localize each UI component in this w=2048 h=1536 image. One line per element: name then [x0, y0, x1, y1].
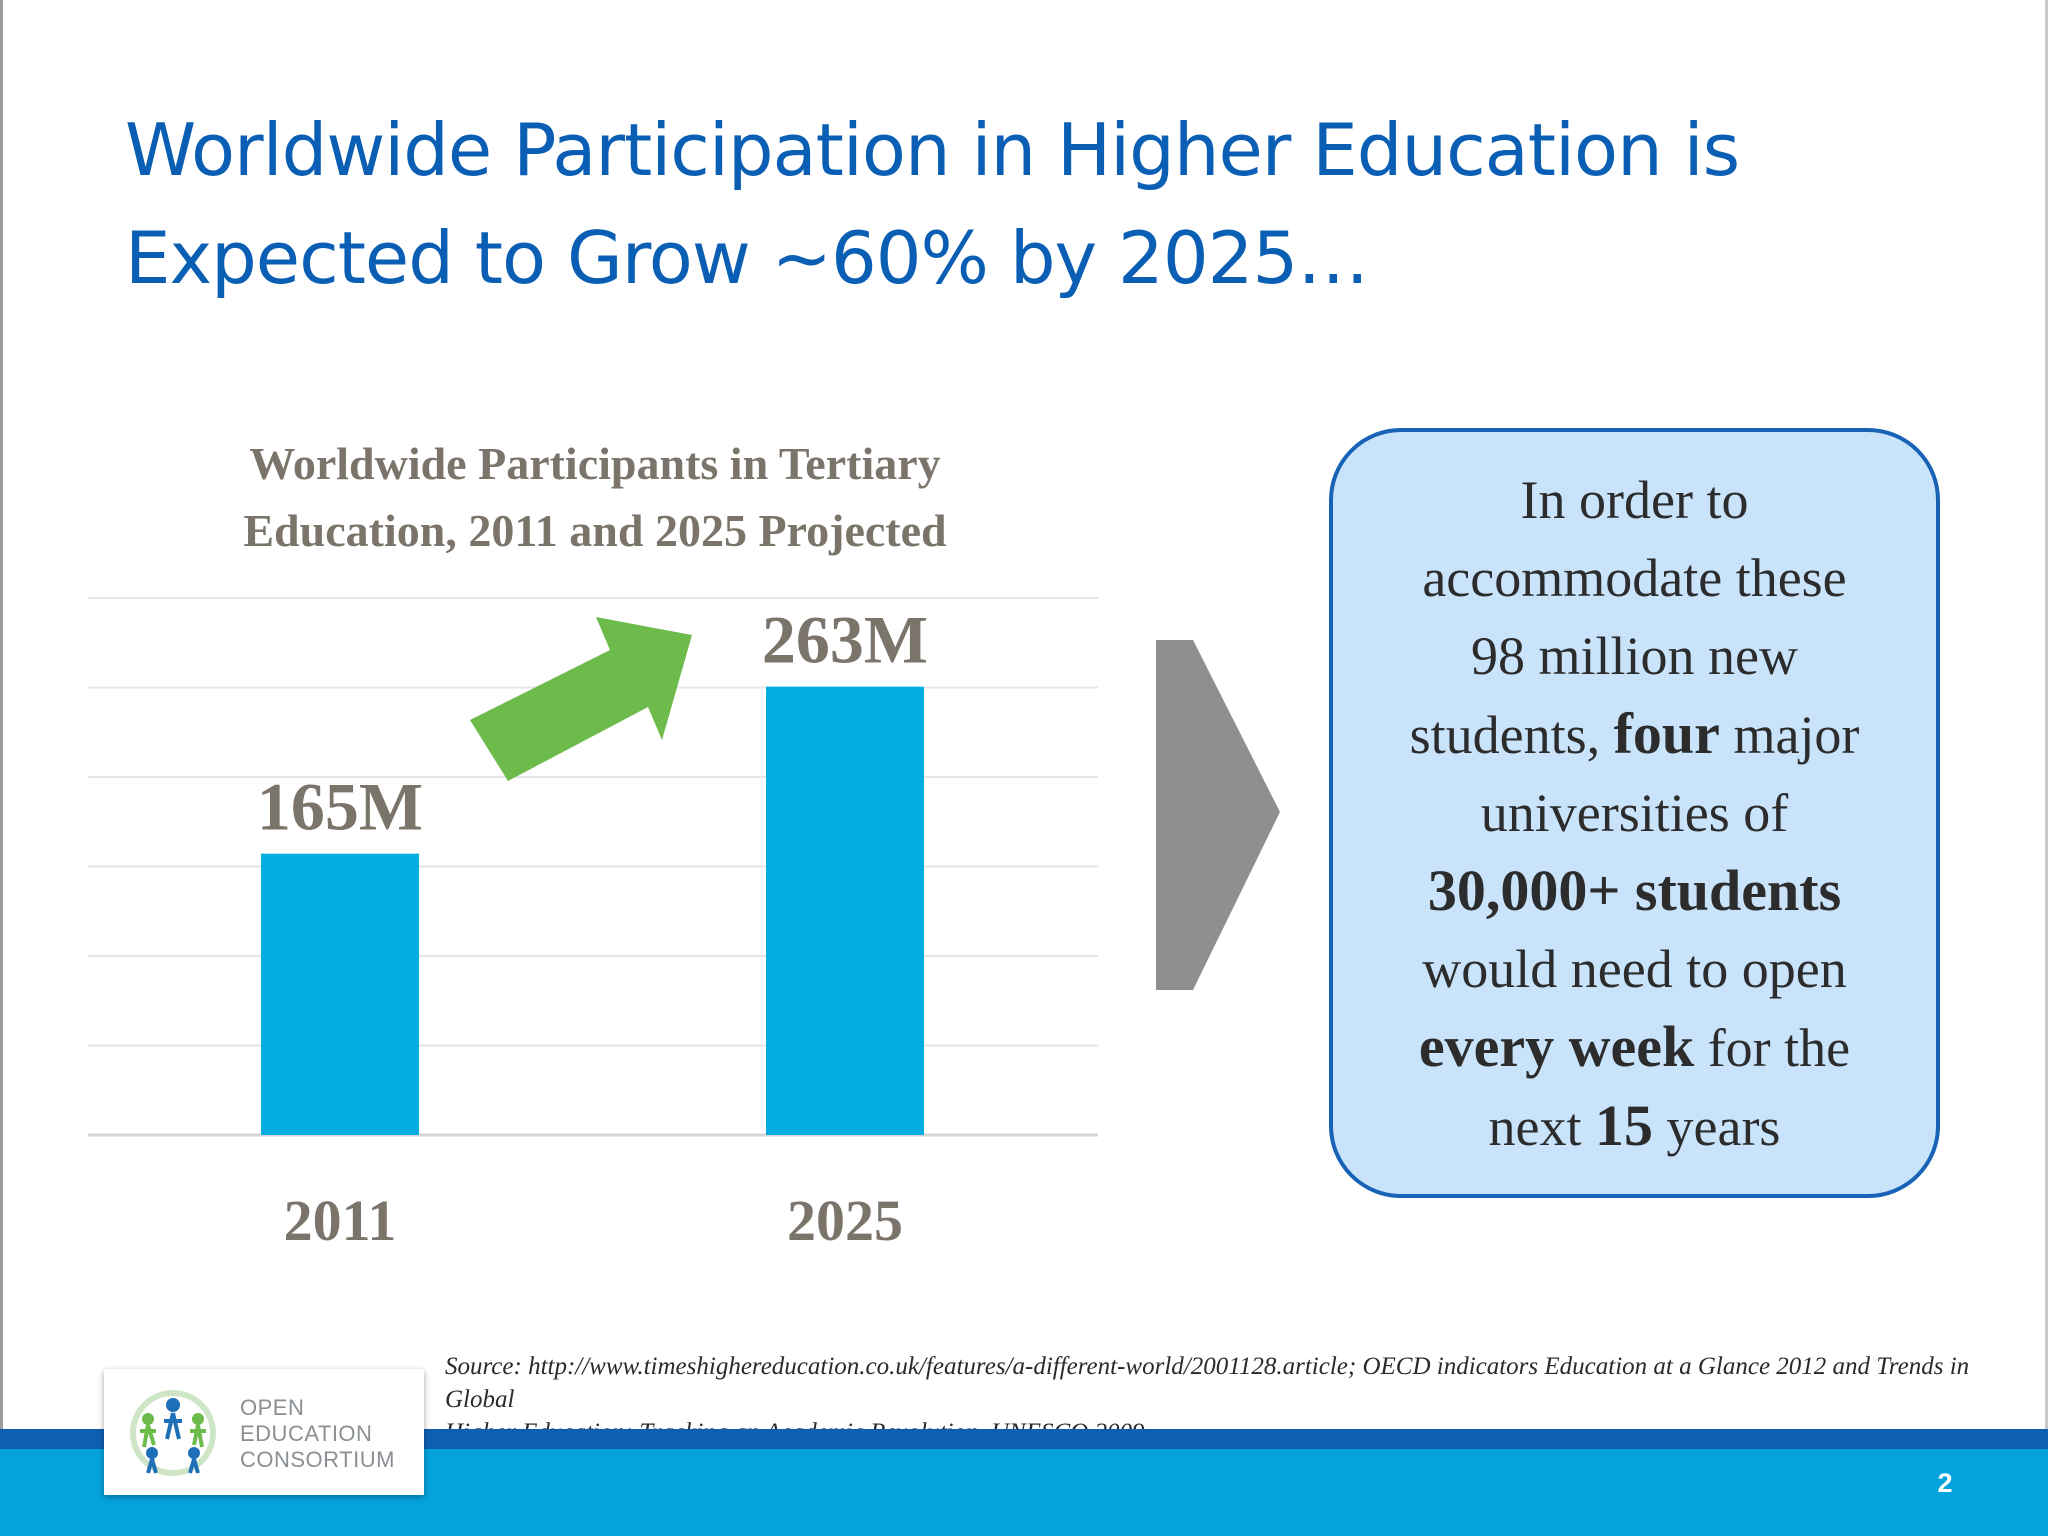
logo-text-line: CONSORTIUM [240, 1447, 395, 1472]
callout-line: accommodate these [1422, 547, 1847, 608]
logo-text-line: OPEN [240, 1395, 305, 1420]
slide-edge-right [2045, 0, 2048, 1536]
footer-stripe [0, 1429, 2048, 1449]
chart-category-label: 2011 [284, 1188, 397, 1253]
callout-emphasis: every week [1418, 1013, 1695, 1079]
slide-title: Worldwide Participation in Higher Educat… [125, 96, 1925, 312]
callout-emphasis: 30,000+ students [1427, 857, 1842, 923]
chart-data-label: 165M [257, 769, 423, 845]
callout-line: every week for the [1419, 1008, 1850, 1087]
callout-text: major [1719, 704, 1860, 765]
chart-data-label: 263M [762, 602, 928, 678]
logo-text-line: EDUCATION [240, 1421, 373, 1446]
chevron-right-icon [1156, 640, 1280, 990]
page-number: 2 [1937, 1468, 1953, 1498]
callout-line: would need to open [1422, 938, 1847, 999]
consortium-people-icon [130, 1390, 216, 1476]
callout-line: 98 million new [1471, 625, 1798, 686]
callout-text: years [1653, 1096, 1781, 1157]
callout-line: universities of [1480, 782, 1789, 843]
callout-line: students, four major [1410, 695, 1860, 774]
chart-category-label: 2025 [787, 1188, 903, 1253]
slide-edge-left [0, 0, 3, 1536]
slide-title-line2: Expected to Grow ~60% by 2025… [125, 216, 1369, 300]
chart-title: Worldwide Participants in Tertiary Educa… [80, 430, 1110, 564]
callout-line: In order to [1520, 469, 1749, 530]
slide-title-line1: Worldwide Participation in Higher Educat… [125, 108, 1740, 192]
chart-title-line1: Worldwide Participants in Tertiary [249, 438, 941, 489]
logo-text: OPEN EDUCATION CONSORTIUM [240, 1395, 395, 1473]
callout-line: next 15 years [1489, 1087, 1781, 1166]
callout-text: for the [1694, 1017, 1851, 1078]
logo: OPEN EDUCATION CONSORTIUM [104, 1369, 424, 1495]
callout-emphasis: 15 [1595, 1092, 1654, 1158]
growth-arrow-icon [470, 617, 692, 781]
chart-bars [261, 686, 924, 1135]
callout-emphasis: four [1613, 700, 1720, 766]
callout-box: In order to accommodate these 98 million… [1329, 428, 1940, 1198]
chart-bar-2011 [261, 853, 419, 1135]
chart-title-line2: Education, 2011 and 2025 Projected [243, 505, 947, 556]
callout-text: students, [1409, 704, 1614, 765]
chart-bar-2025 [766, 686, 924, 1135]
source-line1: Source: http://www.timeshighereducation.… [445, 1353, 1970, 1413]
callout-text: next [1488, 1096, 1596, 1157]
chart-labels: 165M 2011 263M 2025 [257, 602, 928, 1253]
